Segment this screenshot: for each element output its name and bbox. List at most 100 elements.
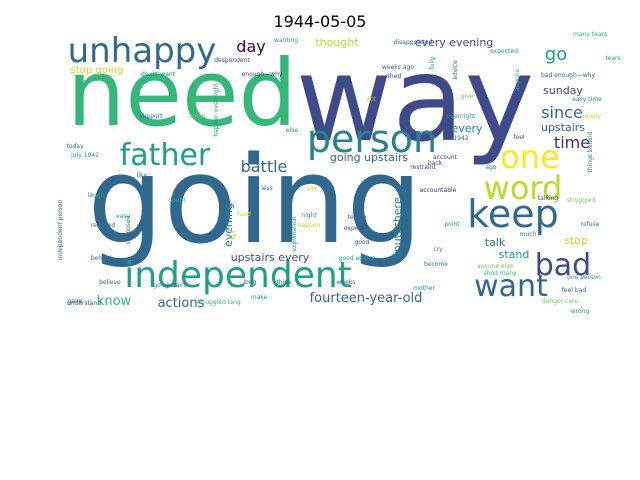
word-despondent: despondent xyxy=(214,57,250,64)
word-sunday: sunday xyxy=(543,84,583,97)
word-cry: cry xyxy=(433,246,443,253)
word-shed: shed xyxy=(387,73,402,80)
word-know: know xyxy=(97,294,132,309)
word-less: less xyxy=(261,185,273,192)
word-reached: reached xyxy=(91,222,115,229)
word-word: word xyxy=(484,169,563,207)
word-want: want xyxy=(474,269,548,304)
word-act: act xyxy=(366,96,376,103)
word-doubt: doubt xyxy=(168,197,186,204)
word-things-behind: things behind xyxy=(587,131,594,172)
word-danger-care: danger care xyxy=(542,298,578,305)
word-wrong: wrong xyxy=(571,308,590,315)
word-support: support xyxy=(139,113,163,120)
word-talking: talking xyxy=(538,195,559,202)
word-way: way xyxy=(296,30,535,168)
word-restraint: restraint xyxy=(410,164,436,171)
word-battle: battle xyxy=(241,157,288,176)
word-refuse: refuse xyxy=(581,221,600,228)
word-independent: independent xyxy=(124,255,352,296)
word-fully: fully xyxy=(429,56,436,69)
word-fourteen-year-old: fourteen-year-old xyxy=(310,291,423,306)
word-going: going xyxy=(87,132,422,271)
word-laugh: laugh xyxy=(88,192,105,199)
word-upstairs-every: upstairs every xyxy=(231,251,310,264)
word-easy-time: easy time xyxy=(572,96,602,103)
word-weeks-ago: weeks ago xyxy=(382,64,414,71)
word-keep: keep xyxy=(467,192,559,236)
word-every: every xyxy=(451,122,483,135)
word-believe: believe xyxy=(99,279,121,286)
word-point: point xyxy=(444,221,460,228)
word-shed-many: shed many xyxy=(483,270,517,277)
word-many-tears: many tears xyxy=(573,31,607,38)
word-every-evening: every evening xyxy=(415,36,494,49)
word-unhappy: unhappy xyxy=(68,31,217,71)
word-struggled: struggled xyxy=(567,197,596,204)
word-since: since xyxy=(541,103,583,122)
word-independent-person: independent person xyxy=(57,200,64,261)
word-ago: ago xyxy=(485,164,496,171)
word-going-upstairs: going upstairs xyxy=(330,151,409,164)
word-accountable: accountable xyxy=(420,187,457,194)
word-weeks: weeks xyxy=(337,279,356,286)
word-supposed: supposed xyxy=(125,215,132,244)
word-1942: 1942 xyxy=(453,135,468,142)
word-thought: thought xyxy=(315,36,359,49)
word-stop: stop xyxy=(564,234,588,247)
word-hard: hard xyxy=(237,211,251,218)
word-think: think xyxy=(276,279,292,286)
word-actions: actions xyxy=(158,296,205,311)
word-make: make xyxy=(251,294,268,301)
word-give: give xyxy=(461,93,474,100)
word-advice: advice xyxy=(452,60,459,80)
word-go: go xyxy=(545,44,567,65)
word-bad: bad xyxy=(535,248,591,283)
word-like: like xyxy=(137,172,148,179)
word-stop-going: stop going xyxy=(71,65,124,76)
word-go-upstairs: go upstairs xyxy=(153,282,186,289)
word-stand: stand xyxy=(499,248,530,261)
word-long: long xyxy=(244,279,257,286)
word-upstairs: upstairs xyxy=(541,121,585,134)
chart-title: 1944-05-05 xyxy=(273,12,367,31)
word-enough-why: enough—why xyxy=(242,71,283,78)
word-else: else xyxy=(286,127,298,134)
word-gave: gave xyxy=(68,298,83,305)
word-back: back xyxy=(428,160,443,167)
word-good-advice: good advice xyxy=(339,255,376,262)
word-anyone: anyone xyxy=(514,69,521,92)
word-mother: mother xyxy=(413,285,435,292)
word-disappointed: disappointed xyxy=(394,39,433,46)
word-father: father xyxy=(120,138,211,173)
word-one: one xyxy=(500,138,560,176)
word-person: person xyxy=(307,117,437,161)
word-feel-bad: feel bad xyxy=(562,287,587,294)
word-understand: understand xyxy=(67,300,102,307)
word-day: day xyxy=(236,37,265,56)
word-say: say xyxy=(307,185,318,192)
word-bad-enough-why: bad enough—why xyxy=(541,72,595,79)
word-telling: telling xyxy=(348,214,367,221)
word-doubt-want: doubt want xyxy=(141,71,176,78)
word-talk: talk xyxy=(485,236,506,249)
word-overnight: overnight xyxy=(447,113,476,120)
word-knew: knew xyxy=(189,113,205,120)
word-happen-overnight: happen overnight xyxy=(213,83,220,137)
word-behind: behind xyxy=(91,255,112,262)
word-one-person: one person xyxy=(567,274,601,281)
word-expected: expected xyxy=(490,48,518,55)
word-explanation: explanation xyxy=(291,216,298,251)
word-feel: feel xyxy=(513,134,524,141)
word-tears: tears xyxy=(605,55,620,62)
word-anyone-else: anyone else xyxy=(477,263,514,270)
word-much: much xyxy=(520,231,537,238)
word-easy: easy xyxy=(116,213,130,220)
word-knutschere: knutschere xyxy=(391,197,404,258)
word-need: need xyxy=(67,40,297,147)
word-become: become xyxy=(424,261,448,268)
word-good: good xyxy=(355,239,370,246)
word-fall: fall xyxy=(231,230,238,239)
word-expect: expect xyxy=(344,225,365,232)
